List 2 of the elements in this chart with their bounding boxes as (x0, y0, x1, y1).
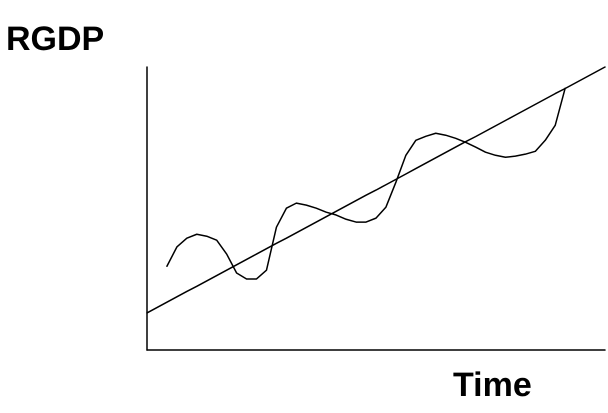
x-axis-title: Time (453, 366, 532, 404)
y-axis-title: RGDP (6, 20, 104, 58)
